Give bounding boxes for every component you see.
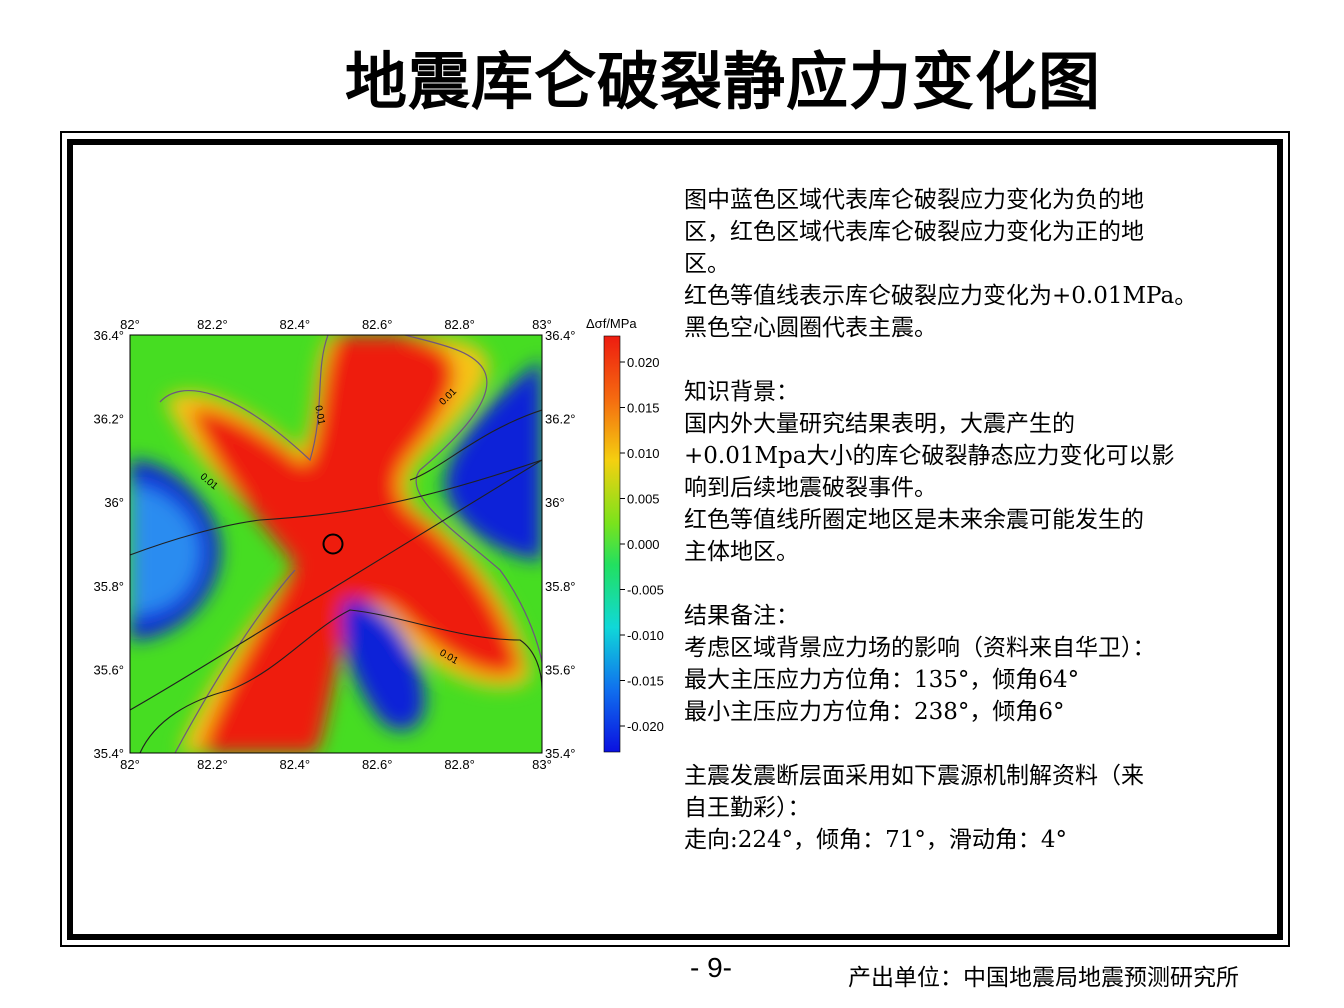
colorbar-tick-label: -0.010 bbox=[627, 628, 664, 643]
contour-label: 0.01 bbox=[312, 405, 326, 427]
colorbar-tick-label: 0.015 bbox=[627, 401, 660, 416]
description-line: 走向:224°，倾角：71°，滑动角：4° bbox=[684, 827, 1068, 853]
longitude-tick-label: 82° bbox=[120, 317, 140, 332]
longitude-tick-label: 82.6° bbox=[362, 757, 393, 772]
description-line: +0.01Mpa大小的库仑破裂静态应力变化可以影 bbox=[684, 443, 1175, 469]
paragraph-gap bbox=[684, 728, 1274, 760]
longitude-tick-label: 82.2° bbox=[197, 757, 228, 772]
latitude-tick-label: 36.4° bbox=[93, 328, 124, 343]
description-line: 最小主压应力方位角：238°，倾角6° bbox=[684, 699, 1065, 725]
paragraph-gap bbox=[684, 568, 1274, 600]
page-title: 地震库仑破裂静应力变化图 bbox=[345, 45, 1102, 118]
longitude-tick-label: 83° bbox=[532, 317, 552, 332]
colorbar bbox=[603, 335, 621, 753]
description-line: 主震发震断层面采用如下震源机制解资料（来 bbox=[684, 763, 1144, 789]
latitude-tick-label: 35.8° bbox=[93, 579, 124, 594]
description-line: 国内外大量研究结果表明，大震产生的 bbox=[684, 411, 1075, 437]
latitude-tick-label: 35.4° bbox=[545, 746, 576, 761]
colorbar-tick-label: 0.005 bbox=[627, 492, 660, 507]
coulomb-stress-map: 0.01 0.01 0.01 0.01 82° 82.2° 82.4° 82.6° 82… bbox=[93, 316, 664, 772]
latitude-tick-label: 35.4° bbox=[93, 746, 124, 761]
description-line: 红色等值线表示库仑破裂应力变化为+0.01MPa。 bbox=[684, 283, 1198, 309]
content-frame-inner bbox=[67, 139, 1283, 940]
longitude-tick-label: 83° bbox=[532, 757, 552, 772]
longitude-ticks-bottom: 82° 82.2° 82.4° 82.6° 82.8° 83° bbox=[120, 757, 552, 772]
description-line: 区，红色区域代表库仑破裂应力变化为正的地 bbox=[684, 219, 1144, 245]
latitude-tick-label: 36° bbox=[545, 495, 565, 510]
page-number: - 9- bbox=[690, 952, 732, 983]
longitude-tick-label: 82° bbox=[120, 757, 140, 772]
colorbar-tick-label: -0.020 bbox=[627, 719, 664, 734]
description-panel: 图中蓝色区域代表库仑破裂应力变化为负的地 区，红色区域代表库仑破裂应力变化为正的地… bbox=[684, 184, 1274, 856]
description-line: 最大主压应力方位角：135°，倾角64° bbox=[684, 667, 1080, 693]
longitude-tick-label: 82.6° bbox=[362, 317, 393, 332]
description-line: 响到后续地震破裂事件。 bbox=[684, 475, 937, 501]
description-line: 结果备注： bbox=[684, 603, 799, 629]
description-line: 黑色空心圆圈代表主震。 bbox=[684, 315, 937, 341]
longitude-tick-label: 82.4° bbox=[280, 757, 311, 772]
stress-field bbox=[130, 335, 542, 753]
description-line: 考虑区域背景应力场的影响（资料来自华卫）： bbox=[684, 635, 1156, 661]
latitude-tick-label: 35.6° bbox=[545, 662, 576, 677]
longitude-tick-label: 82.8° bbox=[444, 757, 475, 772]
latitude-tick-label: 36.2° bbox=[93, 412, 124, 427]
colorbar-tick-label: -0.005 bbox=[627, 583, 664, 598]
description-line: 区。 bbox=[684, 251, 730, 277]
longitude-tick-label: 82.2° bbox=[197, 317, 228, 332]
description-line: 红色等值线所圈定地区是未来余震可能发生的 bbox=[684, 507, 1144, 533]
latitude-ticks-left: 36.4° 36.2° 36° 35.8° 35.6° 35.4° bbox=[93, 328, 124, 761]
producer-credit: 产出单位：中国地震局地震预测研究所 bbox=[848, 965, 1239, 991]
colorbar-tick-label: 0.000 bbox=[627, 537, 660, 552]
latitude-tick-label: 36.4° bbox=[545, 328, 576, 343]
latitude-tick-label: 35.6° bbox=[93, 662, 124, 677]
longitude-tick-label: 82.4° bbox=[280, 317, 311, 332]
latitude-tick-label: 36.2° bbox=[545, 412, 576, 427]
colorbar-tick-label: -0.015 bbox=[627, 674, 664, 689]
latitude-ticks-right: 36.4° 36.2° 36° 35.8° 35.6° 35.4° bbox=[545, 328, 576, 761]
colorbar-tick-label: 0.020 bbox=[627, 355, 660, 370]
longitude-tick-label: 82.8° bbox=[444, 317, 475, 332]
colorbar-title: Δσf/MPa bbox=[586, 316, 637, 331]
description-line: 自王勤彩）： bbox=[684, 795, 811, 821]
latitude-tick-label: 36° bbox=[104, 495, 124, 510]
description-line: 图中蓝色区域代表库仑破裂应力变化为负的地 bbox=[684, 187, 1144, 213]
colorbar-tick-label: 0.010 bbox=[627, 446, 660, 461]
mainshock-marker bbox=[322, 533, 344, 555]
longitude-ticks-top: 82° 82.2° 82.4° 82.6° 82.8° 83° bbox=[120, 317, 552, 332]
description-line: 主体地区。 bbox=[684, 539, 799, 565]
content-frame-outer bbox=[60, 131, 1290, 947]
paragraph-gap bbox=[684, 344, 1274, 376]
description-line: 知识背景： bbox=[684, 379, 799, 405]
colorbar-ticks: 0.020 0.015 0.010 0.005 0.000 -0.005 -0.010 -0.… bbox=[620, 355, 664, 734]
latitude-tick-label: 35.8° bbox=[545, 579, 576, 594]
